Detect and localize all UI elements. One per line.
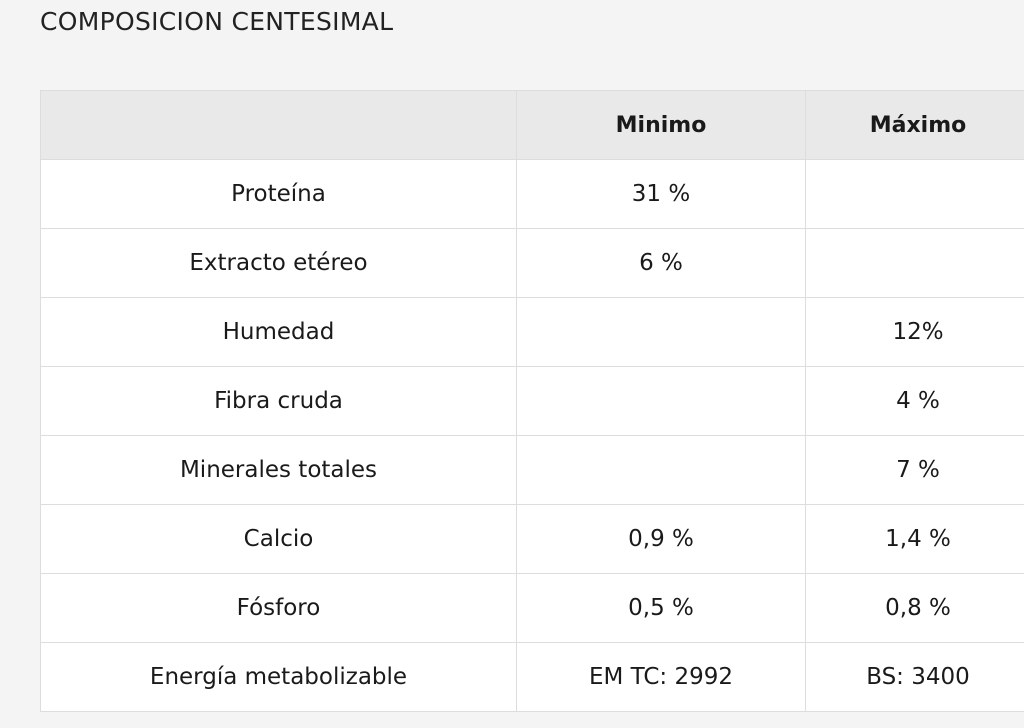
table-row: Fibra cruda 4 % xyxy=(40,366,1024,436)
table-row: Humedad 12% xyxy=(40,297,1024,367)
row-label: Fibra cruda xyxy=(40,366,517,436)
table-row: Extracto etéreo 6 % xyxy=(40,228,1024,298)
value-cell xyxy=(516,435,806,505)
table-header: Minimo Máximo xyxy=(40,90,1024,160)
table-row: Calcio 0,9 % 1,4 % xyxy=(40,504,1024,574)
header-cell: Máximo xyxy=(805,90,1024,160)
value-cell: 6 % xyxy=(516,228,806,298)
composition-table: Minimo Máximo Proteína 31 % Extracto etéreo… xyxy=(40,90,1024,712)
row-label: Fósforo xyxy=(40,573,517,643)
page-title: COMPOSICION CENTESIMAL xyxy=(40,7,394,36)
header-cell: Minimo xyxy=(516,90,806,160)
row-label: Extracto etéreo xyxy=(40,228,517,298)
value-cell: BS: 3400 xyxy=(805,642,1024,712)
header-cell xyxy=(40,90,517,160)
value-cell xyxy=(516,366,806,436)
header-row: Minimo Máximo xyxy=(40,90,1024,160)
value-cell: EM TC: 2992 xyxy=(516,642,806,712)
row-label: Proteína xyxy=(40,159,517,229)
value-cell: 4 % xyxy=(805,366,1024,436)
value-cell xyxy=(805,159,1024,229)
row-label: Minerales totales xyxy=(40,435,517,505)
value-cell: 0,9 % xyxy=(516,504,806,574)
table-row: Fósforo 0,5 % 0,8 % xyxy=(40,573,1024,643)
table-row: Energía metabolizable EM TC: 2992 BS: 3400 xyxy=(40,642,1024,712)
table-row: Proteína 31 % xyxy=(40,159,1024,229)
table-body: Proteína 31 % Extracto etéreo 6 % Humedad 12%… xyxy=(40,159,1024,712)
value-cell: 31 % xyxy=(516,159,806,229)
table-row: Minerales totales 7 % xyxy=(40,435,1024,505)
value-cell xyxy=(805,228,1024,298)
row-label: Calcio xyxy=(40,504,517,574)
value-cell: 1,4 % xyxy=(805,504,1024,574)
value-cell xyxy=(516,297,806,367)
value-cell: 12% xyxy=(805,297,1024,367)
value-cell: 7 % xyxy=(805,435,1024,505)
row-label: Energía metabolizable xyxy=(40,642,517,712)
row-label: Humedad xyxy=(40,297,517,367)
value-cell: 0,8 % xyxy=(805,573,1024,643)
value-cell: 0,5 % xyxy=(516,573,806,643)
table-container: Minimo Máximo Proteína 31 % Extracto etéreo… xyxy=(40,90,1024,717)
